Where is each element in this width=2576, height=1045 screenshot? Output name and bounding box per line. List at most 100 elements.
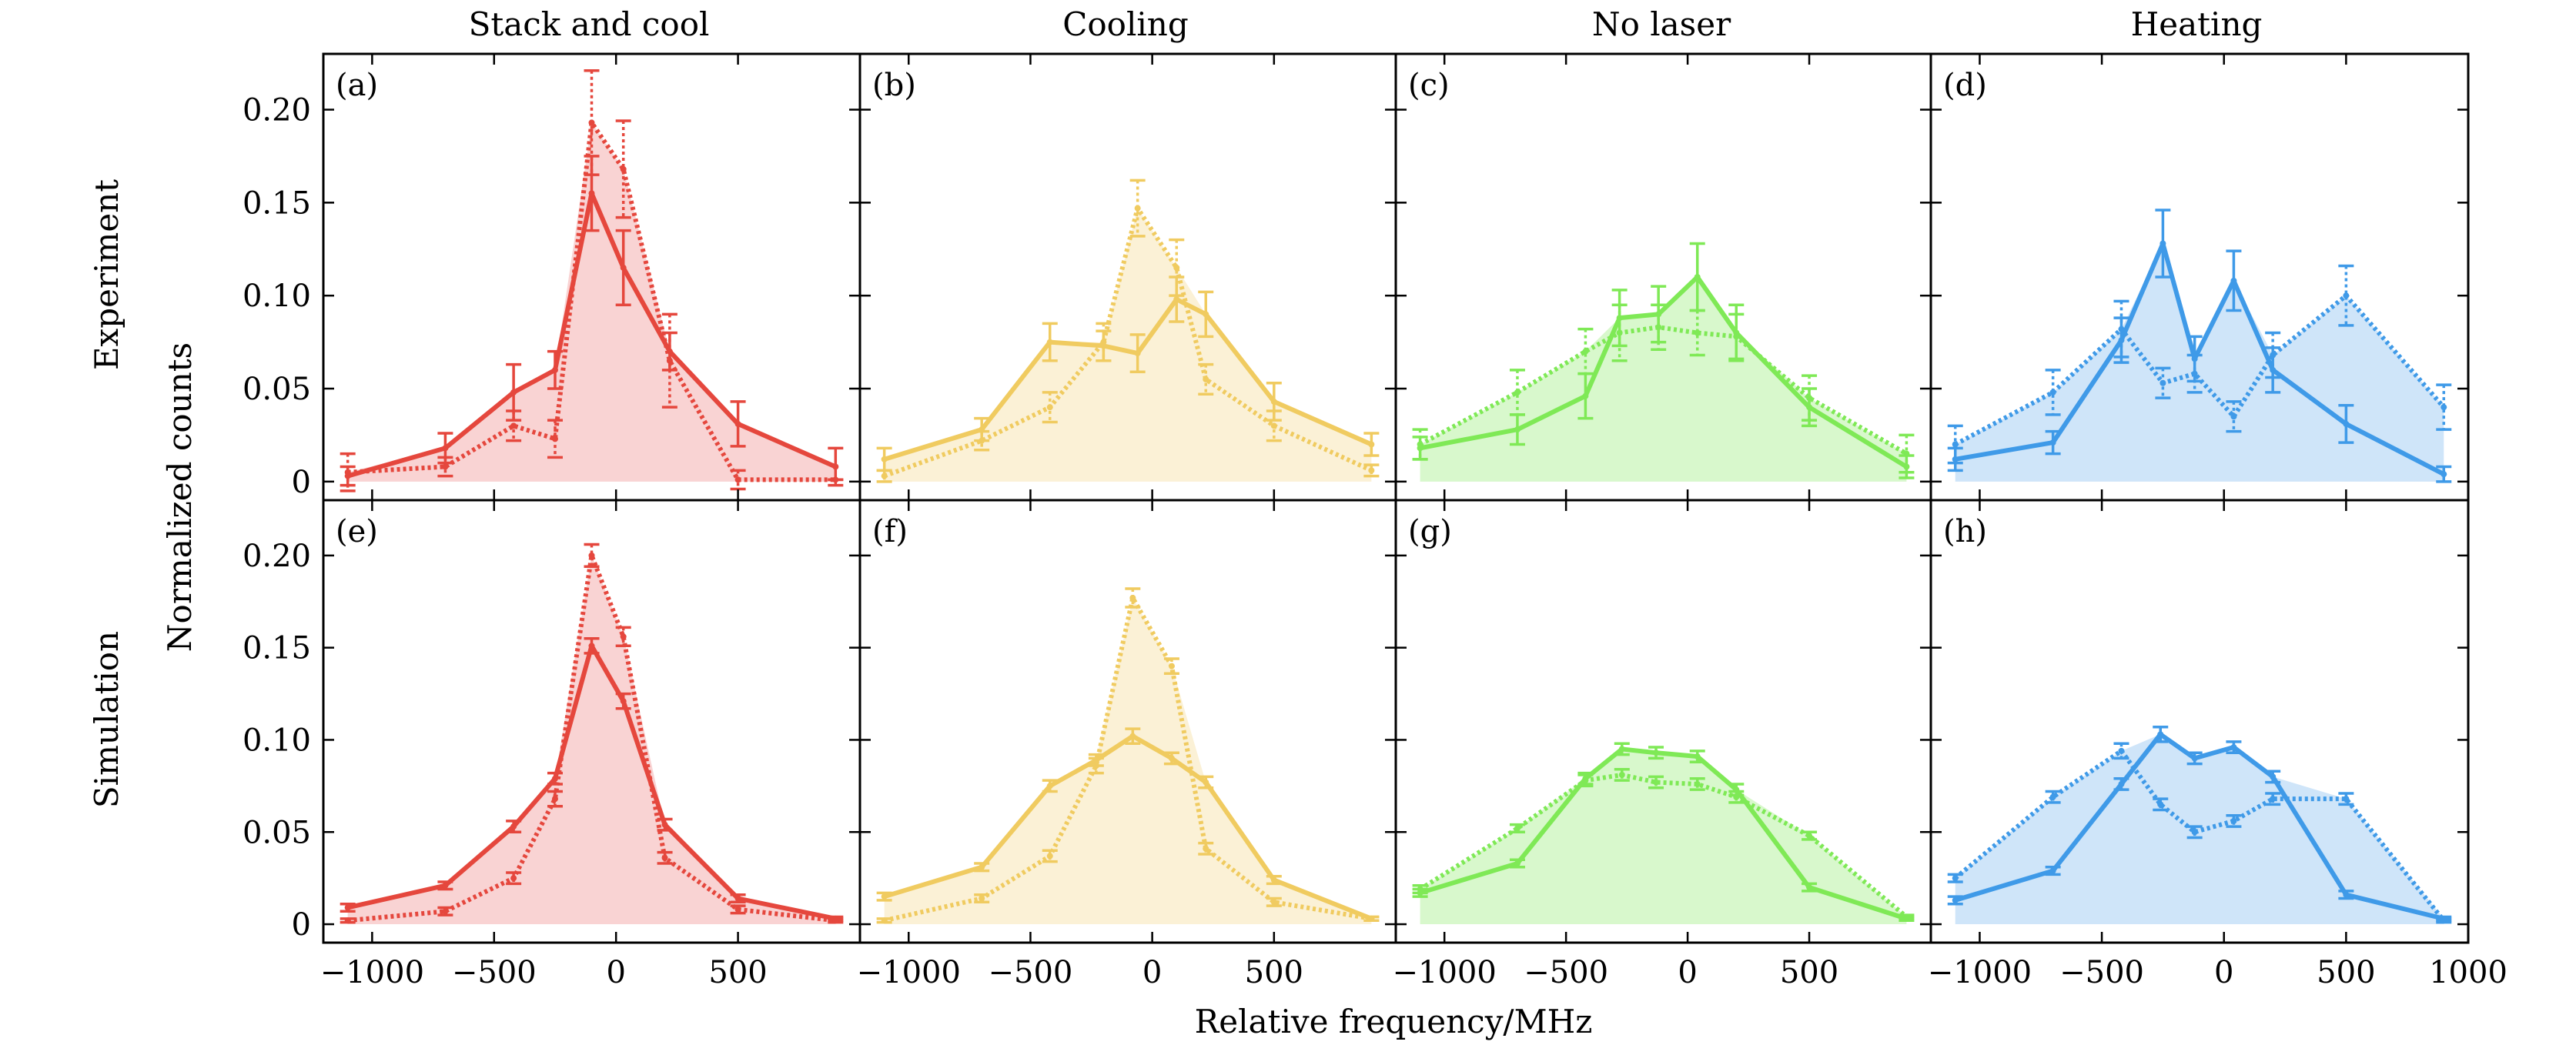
panels: 0 0.05 0.10 0.15 0.20 (a) (b) (c) (d) 0 0.05 0.10 0.… [243,52,2507,990]
data-point [1653,750,1660,756]
panel-f: −1000 −500 0 500 (f) [857,499,1397,990]
panel-letter: (a) [336,68,378,103]
y-tick-label: 0 [292,465,311,500]
data-point [442,908,449,915]
panel-b: (b) [858,52,1397,502]
data-point [1694,753,1701,760]
data-point [881,472,888,479]
data-point [2230,413,2237,420]
x-tick-label: −1000 [1393,955,1497,990]
data-point [661,854,668,861]
data-point [442,463,449,470]
error-bar [1577,773,1594,788]
data-point [1270,899,1277,906]
data-point [588,552,595,559]
data-point [2191,370,2198,377]
data-point [1046,339,1053,346]
data-point [1903,450,1910,457]
area-fill [1955,243,2444,482]
data-point [1694,329,1701,336]
data-point [1046,404,1053,411]
error-bar [437,456,453,478]
x-tick-label: −500 [1524,955,1608,990]
error-bar [1648,775,1664,790]
data-point [1616,329,1623,336]
x-tick-label: 500 [708,955,767,990]
x-tick-label: 0 [1678,955,1697,990]
area-fill [347,122,836,482]
error-bar [1802,374,1818,422]
y-tick-label: 0.15 [243,185,311,221]
data-point [1134,205,1141,212]
data-point [1806,833,1813,840]
data-point [2270,796,2277,803]
data-point [1129,594,1136,601]
data-point [1270,876,1277,883]
data-point [1368,467,1375,474]
data-point [551,436,558,442]
data-point [551,366,558,373]
error-bar [2338,264,2354,327]
data-point [510,422,517,429]
data-point [2441,917,2447,924]
data-point [1203,779,1209,786]
panel-letter: (h) [1943,514,1987,549]
data-point [1582,348,1589,355]
data-point [881,893,888,900]
error-bar [2436,383,2452,431]
error-bar [1689,309,1705,357]
series-line-dotted [1418,772,1909,919]
y-tick-label: 0.05 [243,372,311,407]
data-point [1168,755,1175,762]
data-point [344,469,351,476]
data-point [2343,796,2350,803]
data-point [1618,771,1625,778]
data-point [510,823,517,830]
series-line-dotted [1953,748,2446,923]
area-fill [1420,749,1907,925]
panel-letter: (e) [336,514,378,549]
error-bar [2045,369,2061,416]
x-tick-label: 500 [2317,955,2375,990]
x-tick-label: 1000 [2429,955,2507,990]
data-point [344,904,351,911]
data-point [2159,379,2166,386]
series-line-dotted [1954,293,2446,447]
data-point [979,895,985,902]
data-point [2049,439,2056,446]
data-point [1100,339,1107,346]
data-point [551,796,558,803]
data-point [2270,352,2277,359]
error-bar [1509,369,1525,416]
data-point [2441,471,2447,478]
x-tick-label: −500 [989,955,1073,990]
error-bar [2265,331,2281,379]
data-point [1655,311,1662,318]
data-point [832,463,839,470]
panel-letter: (d) [1943,68,1987,103]
data-point [734,476,741,483]
error-bar [657,850,673,865]
data-point [1806,884,1813,891]
data-point [2191,829,2198,836]
panel-a: 0 0.05 0.10 0.15 0.20 (a) [243,52,861,502]
y-tick-label: 0.20 [243,93,311,129]
data-point [979,437,985,444]
data-point [832,476,839,483]
y-tick-label: 0.10 [243,723,311,758]
data-point [1173,296,1180,302]
data-point [2118,747,2125,754]
error-bar [2226,813,2242,828]
data-point [1618,746,1625,753]
column-title-3: No laser [1592,5,1731,43]
error-bar [1689,777,1705,791]
data-point [2159,240,2166,247]
data-point [588,119,595,126]
data-point [1733,333,1740,340]
data-point [1270,398,1277,405]
data-point [881,917,888,924]
panel-d: (d) [1929,52,2470,502]
data-point [1270,422,1277,429]
data-point [1514,860,1521,866]
data-point [2441,404,2447,411]
